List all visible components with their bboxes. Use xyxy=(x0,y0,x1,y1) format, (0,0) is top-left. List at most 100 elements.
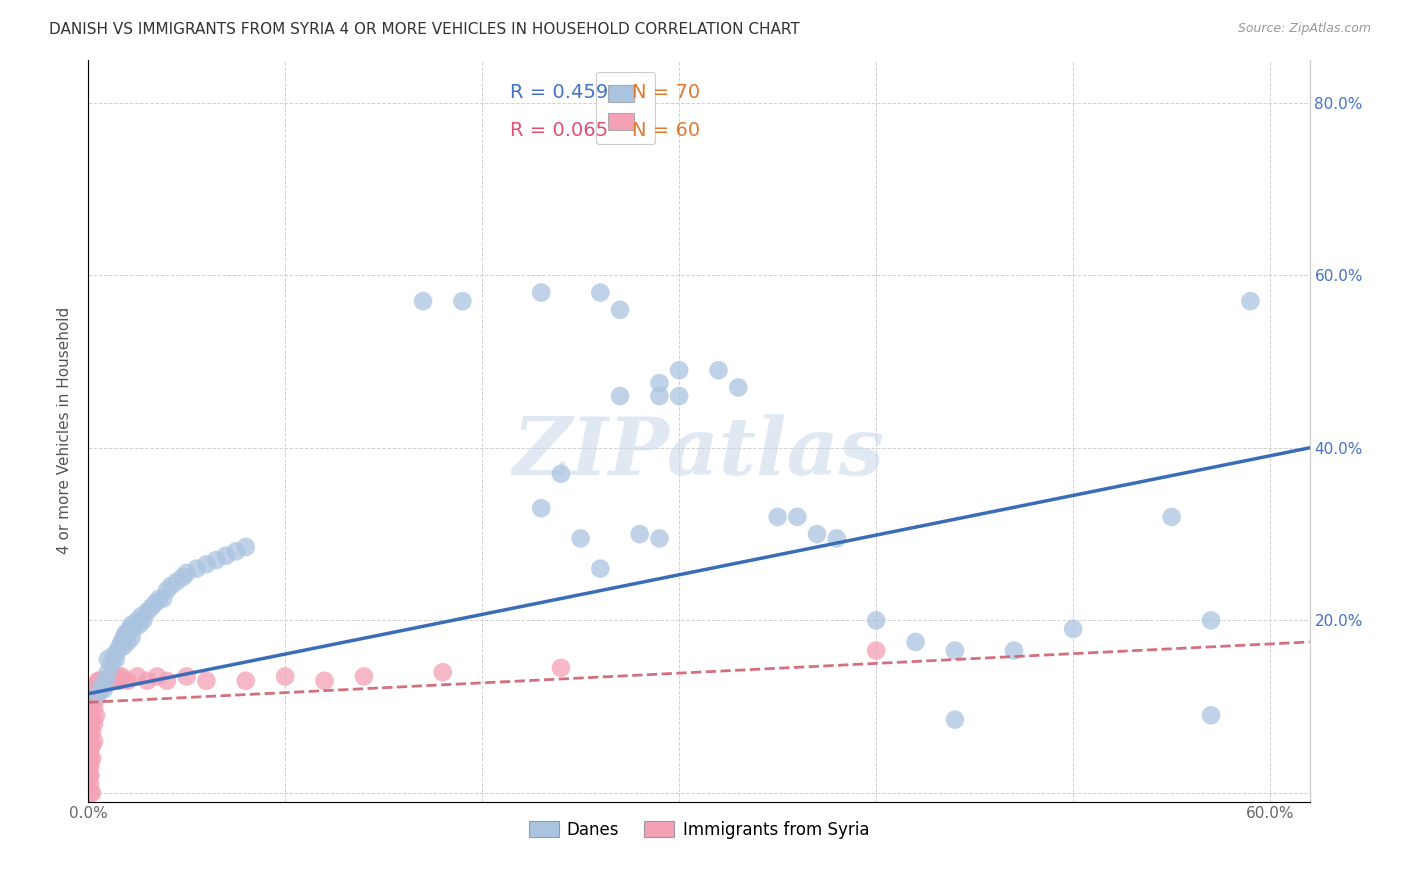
Point xyxy=(124,617,146,632)
Point xyxy=(1199,614,1222,628)
Point xyxy=(122,622,145,636)
Point xyxy=(131,609,153,624)
Point xyxy=(112,640,135,654)
Point xyxy=(97,665,120,680)
Point xyxy=(156,583,179,598)
Point xyxy=(412,294,434,309)
Point xyxy=(1002,643,1025,657)
Legend: Danes, Immigrants from Syria: Danes, Immigrants from Syria xyxy=(522,814,876,846)
Point xyxy=(865,614,887,628)
Point xyxy=(160,579,183,593)
Point xyxy=(114,626,136,640)
Point xyxy=(550,661,572,675)
Point xyxy=(79,725,101,739)
Point xyxy=(101,657,124,671)
Point xyxy=(84,678,107,692)
Point xyxy=(530,285,553,300)
Point xyxy=(80,739,103,753)
Point xyxy=(93,682,115,697)
Point xyxy=(274,669,297,683)
Point xyxy=(97,652,120,666)
Point xyxy=(83,687,105,701)
Point xyxy=(93,673,115,688)
Point xyxy=(148,591,170,606)
Text: N = 70: N = 70 xyxy=(631,84,700,103)
Point xyxy=(132,614,155,628)
Point xyxy=(865,643,887,657)
Point xyxy=(1160,509,1182,524)
Point xyxy=(668,389,690,403)
Point xyxy=(108,640,131,654)
Point xyxy=(108,673,131,688)
Point xyxy=(80,751,103,765)
Text: N = 60: N = 60 xyxy=(631,120,700,139)
Point xyxy=(195,558,218,572)
Point xyxy=(97,673,120,688)
Point xyxy=(806,527,828,541)
Point xyxy=(668,363,690,377)
Point xyxy=(648,376,671,391)
Point xyxy=(1062,622,1084,636)
Point xyxy=(87,682,110,697)
Point xyxy=(648,532,671,546)
Point xyxy=(79,708,101,723)
Point xyxy=(166,574,188,589)
Point xyxy=(432,665,454,680)
Point xyxy=(80,713,103,727)
Point xyxy=(98,669,121,683)
Point xyxy=(825,532,848,546)
Point xyxy=(107,669,129,683)
Y-axis label: 4 or more Vehicles in Household: 4 or more Vehicles in Household xyxy=(58,307,72,554)
Point xyxy=(143,596,166,610)
Point xyxy=(104,673,127,688)
Point xyxy=(128,617,150,632)
Point xyxy=(353,669,375,683)
Point xyxy=(104,652,127,666)
Point xyxy=(707,363,730,377)
Point xyxy=(94,678,117,692)
Point xyxy=(79,786,101,800)
Point xyxy=(172,570,194,584)
Point xyxy=(136,605,159,619)
Point xyxy=(943,713,966,727)
Point xyxy=(152,591,174,606)
Point xyxy=(117,626,139,640)
Point xyxy=(111,635,134,649)
Point xyxy=(83,717,105,731)
Point xyxy=(79,717,101,731)
Point xyxy=(235,673,257,688)
Point xyxy=(87,673,110,688)
Point xyxy=(91,678,114,692)
Point xyxy=(103,648,125,662)
Point xyxy=(904,635,927,649)
Point xyxy=(83,734,105,748)
Point xyxy=(87,687,110,701)
Text: R = 0.065: R = 0.065 xyxy=(509,120,607,139)
Point xyxy=(127,614,149,628)
Point xyxy=(1199,708,1222,723)
Point xyxy=(127,669,149,683)
Point xyxy=(141,600,163,615)
Point xyxy=(195,673,218,688)
Point xyxy=(146,669,169,683)
Point xyxy=(79,691,101,706)
Point xyxy=(186,561,208,575)
Point xyxy=(89,682,111,697)
Point xyxy=(117,635,139,649)
Point xyxy=(79,734,101,748)
Point xyxy=(589,285,612,300)
Point xyxy=(112,631,135,645)
Point xyxy=(107,643,129,657)
Point xyxy=(117,673,139,688)
Point xyxy=(628,527,651,541)
Point xyxy=(215,549,238,563)
Point xyxy=(91,678,114,692)
Point xyxy=(79,751,101,765)
Point xyxy=(79,743,101,757)
Text: ZIPatlas: ZIPatlas xyxy=(513,414,884,491)
Point xyxy=(80,786,103,800)
Point xyxy=(79,699,101,714)
Text: DANISH VS IMMIGRANTS FROM SYRIA 4 OR MORE VEHICLES IN HOUSEHOLD CORRELATION CHAR: DANISH VS IMMIGRANTS FROM SYRIA 4 OR MOR… xyxy=(49,22,800,37)
Point xyxy=(79,769,101,783)
Point xyxy=(156,673,179,688)
